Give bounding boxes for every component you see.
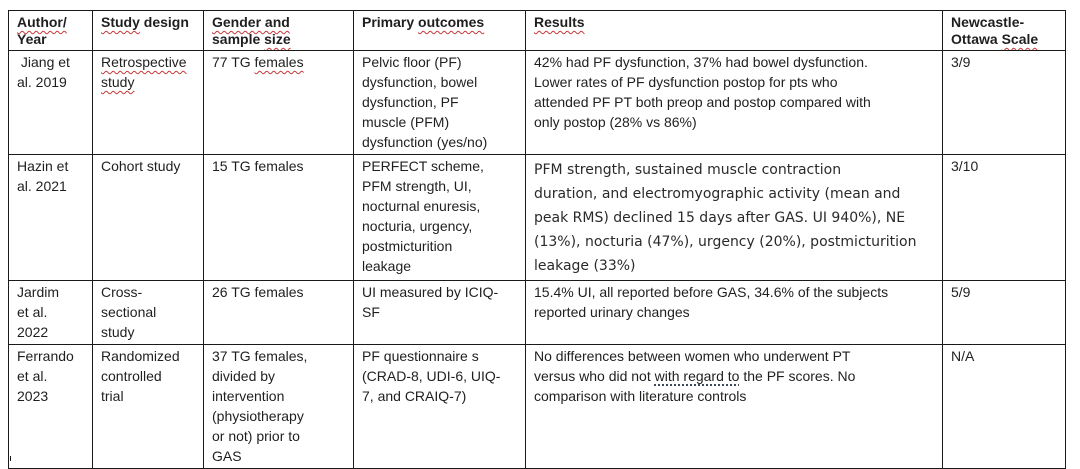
text-segment: No differences between women who underwe…	[534, 348, 851, 384]
cell-design[interactable]: Retrospective study	[92, 50, 204, 155]
text-segment: 15 TG females	[212, 158, 304, 174]
cell-results[interactable]: No differences between women who underwe…	[525, 344, 943, 469]
text-segment: PFM strength, sustained muscle contracti…	[534, 162, 917, 274]
text-segment: Cross- sectional study	[101, 284, 157, 340]
text-segment: sample	[212, 31, 261, 47]
cell-author[interactable]: Jardim et al. 2022	[8, 280, 93, 345]
cell-results[interactable]: 15.4% UI, all reported before GAS, 34.6%…	[525, 280, 943, 345]
cell-sample[interactable]: 37 TG females, divided by intervention (…	[203, 344, 354, 469]
text-segment: Gender and	[212, 14, 290, 30]
cell-author[interactable]: Ferrando et al. 2023	[8, 344, 93, 469]
text-segment: 3/10	[951, 158, 979, 174]
text-segment: females	[254, 54, 304, 70]
text-segment: Study	[101, 14, 140, 30]
text-segment: Jiang et al. 2019	[17, 54, 70, 90]
cell-design[interactable]: Cross- sectional study	[92, 280, 204, 345]
table-row-jardim-2022: Jardim et al. 2022 Cross- sectional stud…	[8, 280, 1066, 345]
text-segment: the PF scores. No comparison with litera…	[534, 368, 856, 404]
cell-design[interactable]: Cohort study	[92, 154, 204, 281]
text-segment: N/A	[951, 348, 975, 364]
text-segment: 77 TG	[212, 54, 255, 70]
header-cell-newcastle-ottawa[interactable]: Newcastle- Ottawa Scale	[942, 10, 1066, 51]
cell-outcomes[interactable]: Pelvic floor (PF) dysfunction, bowel dys…	[353, 50, 526, 155]
text-segment: PERFECT scheme, PFM strength, UI, noctur…	[362, 158, 484, 274]
cell-author[interactable]: Jiang et al. 2019	[8, 50, 93, 155]
text-segment: Ferrando et al. 2023	[17, 348, 74, 404]
text-segment: PF questionnaire s (CRAD-8, UDI-6, UIQ- …	[362, 348, 501, 404]
text-segment: 15.4% UI, all reported before GAS, 34.6%…	[534, 284, 889, 320]
text-segment: Pelvic floor (PF) dysfunction, bowel dys…	[362, 54, 488, 150]
cell-outcomes[interactable]: PERFECT scheme, PFM strength, UI, noctur…	[353, 154, 526, 281]
cell-nos[interactable]: 5/9	[942, 280, 1066, 345]
text-segment: outcomes	[418, 14, 485, 30]
cell-author[interactable]: Hazin et al. 2021	[8, 154, 93, 281]
cell-nos[interactable]: 3/9	[942, 50, 1066, 155]
header-cell-author-year[interactable]: Author/ Year	[8, 10, 93, 51]
text-segment: Cohort study	[101, 158, 181, 174]
text-segment: design	[139, 14, 189, 30]
text-cursor	[10, 456, 11, 461]
text-segment: Results	[534, 14, 585, 30]
text-segment: Scale	[1001, 31, 1039, 47]
cell-sample[interactable]: 15 TG females	[203, 154, 354, 281]
header-cell-gender-sample[interactable]: Gender and sample size	[203, 10, 354, 51]
text-segment: with regard to	[654, 368, 740, 384]
text-segment: 5/9	[951, 284, 971, 300]
text-segment: Primary	[362, 14, 419, 30]
header-cell-primary-outcomes[interactable]: Primary outcomes	[353, 10, 526, 51]
text-segment: Newcastle- Ottawa	[951, 14, 1025, 47]
table-row-hazin-2021: Hazin et al. 2021 Cohort study 15 TG fem…	[8, 154, 1066, 281]
cell-nos[interactable]: N/A	[942, 344, 1066, 469]
text-segment: Hazin et al. 2021	[17, 158, 69, 194]
text-segment: Year	[17, 31, 47, 47]
header-cell-study-design[interactable]: Study design	[92, 10, 204, 51]
table-row-jiang-2019: Jiang et al. 2019 Retrospective study 77…	[8, 50, 1066, 155]
text-segment: Jardim et al. 2022	[17, 284, 60, 340]
text-segment: Author/	[17, 14, 67, 30]
cell-outcomes[interactable]: PF questionnaire s (CRAD-8, UDI-6, UIQ- …	[353, 344, 526, 469]
table-header-row: Author/ Year Study design Gender and sam…	[8, 10, 1066, 51]
text-segment: study	[101, 74, 135, 90]
study-summary-table: Author/ Year Study design Gender and sam…	[8, 10, 1066, 469]
cell-results[interactable]: PFM strength, sustained muscle contracti…	[525, 154, 943, 281]
text-segment: 42% had PF dysfunction, 37% had bowel dy…	[534, 54, 871, 130]
text-segment: Randomized controlled trial	[101, 348, 180, 404]
cell-design[interactable]: Randomized controlled trial	[92, 344, 204, 469]
cell-nos[interactable]: 3/10	[942, 154, 1066, 281]
cell-outcomes[interactable]: UI measured by ICIQ- SF	[353, 280, 526, 345]
text-segment: 3/9	[951, 54, 971, 70]
cell-results[interactable]: 42% had PF dysfunction, 37% had bowel dy…	[525, 50, 943, 155]
text-segment: size	[264, 31, 291, 47]
text-segment: Retrospective	[101, 54, 187, 70]
text-segment: UI measured by ICIQ- SF	[362, 284, 499, 320]
header-cell-results[interactable]: Results	[525, 10, 943, 51]
text-segment: 26 TG females	[212, 284, 304, 300]
text-segment: 37 TG females, divided by intervention (…	[212, 348, 308, 464]
cell-sample[interactable]: 77 TG females	[203, 50, 354, 155]
table-row-ferrando-2023: Ferrando et al. 2023 Randomized controll…	[8, 344, 1066, 469]
cell-sample[interactable]: 26 TG females	[203, 280, 354, 345]
